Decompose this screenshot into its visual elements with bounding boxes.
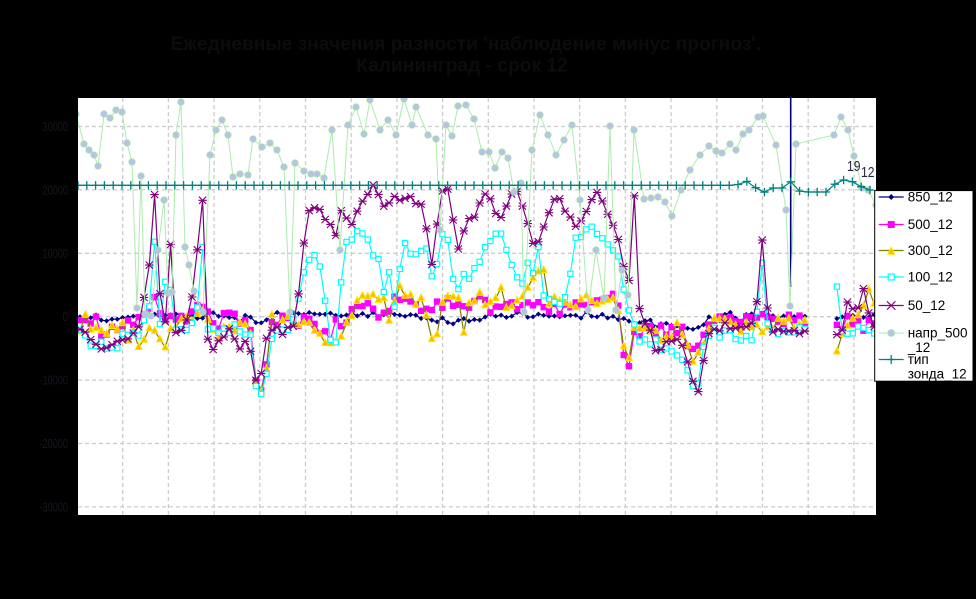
svg-text:-10000: -10000 [40,373,69,388]
svg-text:Ежедневные значения разности ': Ежедневные значения разности 'наблюдение… [171,34,762,55]
svg-text:19: 19 [847,158,861,175]
svg-text:12: 12 [861,164,875,181]
svg-text:Калининград - срок 12: Калининград - срок 12 [356,56,568,77]
svg-text:напр_500: напр_500 [908,326,968,341]
svg-text:500_12: 500_12 [908,217,953,232]
svg-text:50_12: 50_12 [908,298,946,313]
svg-text:10000: 10000 [43,246,69,261]
svg-text:_12: _12 [907,340,931,355]
svg-text:-30000: -30000 [40,499,69,514]
svg-text:-20000: -20000 [40,436,69,451]
svg-text:20000: 20000 [43,182,69,197]
svg-text:тип: тип [908,352,929,367]
svg-text:30000: 30000 [43,119,69,134]
svg-text:100_12: 100_12 [908,270,953,285]
svg-text:850_12: 850_12 [908,190,953,205]
svg-text:300_12: 300_12 [908,243,953,258]
svg-text:0: 0 [63,309,69,324]
svg-text:зонда_12: зонда_12 [908,367,967,382]
